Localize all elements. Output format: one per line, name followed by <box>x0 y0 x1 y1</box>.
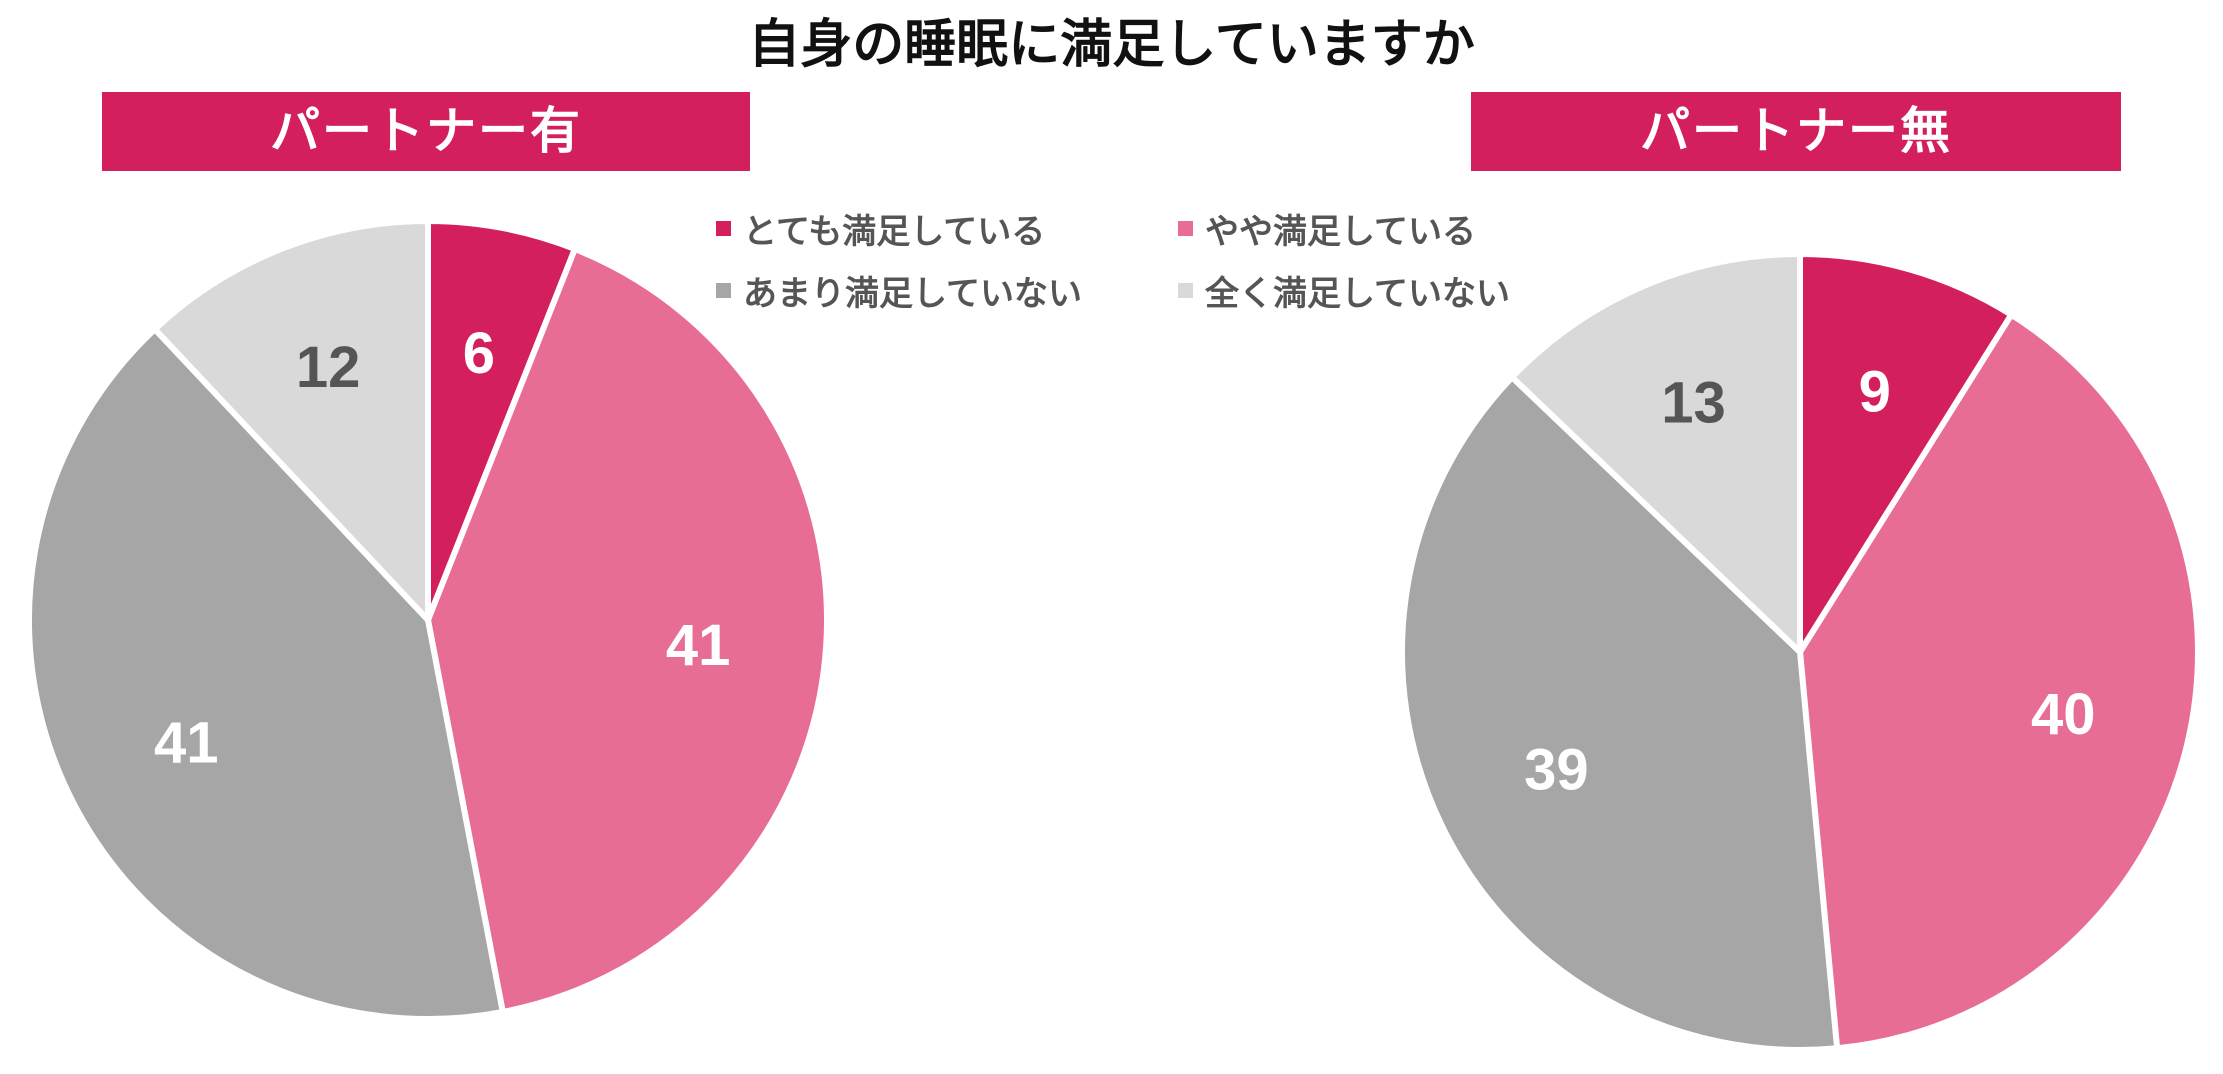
legend-swatch <box>1178 221 1193 236</box>
pie-left-header: パートナー有 <box>102 92 750 171</box>
legend-label: あまり満足していない <box>743 274 1082 314</box>
pie-slice-somewhat-satisfied <box>425 246 830 1015</box>
pie-chart-right: 9 40 39 13 <box>1399 251 2201 1053</box>
pie-slice-not-very-satisfied <box>26 326 506 1022</box>
pie-slice-not-very-satisfied <box>1399 374 1841 1053</box>
pie-data-label: 41 <box>154 711 219 776</box>
legend-item-very-satisfied: とても満足している <box>716 204 1045 253</box>
legend-label: やや満足している <box>1205 212 1476 252</box>
pie-slice-not-satisfied-at-all <box>1509 251 1803 655</box>
legend-item-somewhat-satisfied: やや満足している <box>1178 204 1476 253</box>
legend-item-not-very-satisfied: あまり満足していない <box>716 266 1082 315</box>
pie-slice-very-satisfied <box>1797 251 2015 655</box>
legend-swatch <box>716 221 731 236</box>
pie-slice-not-satisfied-at-all <box>151 218 431 623</box>
legend-label: 全く満足していない <box>1205 274 1510 314</box>
pie-data-label: 39 <box>1524 737 1589 802</box>
pie-right-header: パートナー無 <box>1471 92 2121 171</box>
pie-data-label: 6 <box>463 321 495 386</box>
pie-data-label: 12 <box>296 335 361 400</box>
chart-title: 自身の睡眠に満足していますか <box>748 15 1475 75</box>
pie-data-label: 13 <box>1661 371 1726 436</box>
pie-slice-somewhat-satisfied <box>1797 311 2201 1052</box>
pie-data-label: 40 <box>2031 682 2096 747</box>
legend-swatch <box>716 283 731 298</box>
pie-data-label: 41 <box>666 613 731 678</box>
pie-chart-left: 6 41 41 12 <box>26 218 830 1022</box>
legend: とても満足している やや満足している あまり満足していない 全く満足していない <box>716 204 1596 334</box>
legend-item-not-satisfied-at-all: 全く満足していない <box>1178 266 1510 315</box>
legend-swatch <box>1178 283 1193 298</box>
legend-label: とても満足している <box>743 212 1046 252</box>
pie-data-label: 9 <box>1859 359 1891 424</box>
